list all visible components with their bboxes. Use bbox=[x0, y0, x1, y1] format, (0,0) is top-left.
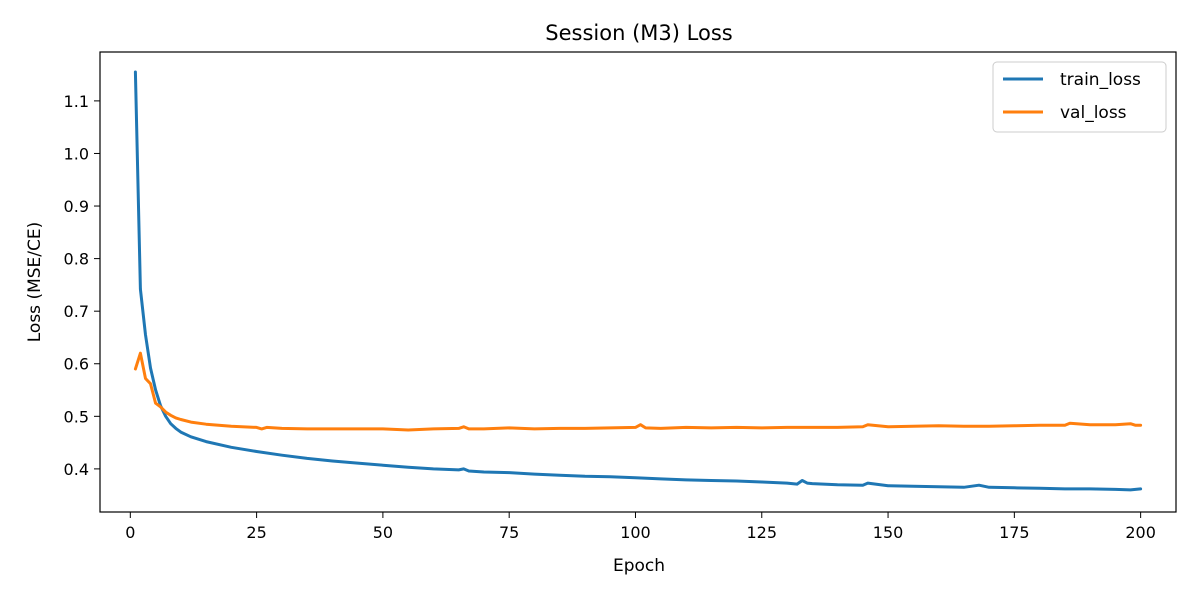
x-axis-label: Epoch bbox=[613, 556, 665, 576]
y-tick-label: 0.9 bbox=[64, 197, 89, 216]
plot-area bbox=[99, 51, 1177, 513]
x-tick-label: 150 bbox=[873, 523, 904, 542]
y-tick-label: 0.6 bbox=[64, 355, 89, 374]
series-line-val-loss bbox=[133, 351, 1143, 432]
y-tick-label: 0.4 bbox=[64, 460, 89, 479]
x-tick-label: 200 bbox=[1125, 523, 1156, 542]
chart-title: Session (M3) Loss bbox=[545, 21, 732, 45]
legend-label-val-loss: val_loss bbox=[1060, 103, 1127, 123]
x-tick-label: 100 bbox=[620, 523, 651, 542]
y-tick-label: 1.1 bbox=[64, 92, 89, 111]
y-axis-label: Loss (MSE/CE) bbox=[25, 222, 45, 343]
x-tick-label: 0 bbox=[125, 523, 135, 542]
plot-frame bbox=[99, 51, 1177, 513]
series-layer bbox=[133, 70, 1143, 492]
x-tick-label: 25 bbox=[246, 523, 266, 542]
x-tick-label: 75 bbox=[499, 523, 519, 542]
x-tick-label: 50 bbox=[373, 523, 393, 542]
y-tick-label: 0.8 bbox=[64, 250, 89, 269]
y-tick-label: 1.0 bbox=[64, 144, 89, 163]
legend: train_loss val_loss bbox=[992, 61, 1167, 133]
y-tick-label: 0.7 bbox=[64, 302, 89, 321]
x-axis: 0 25 50 75 100 125 150 175 200 bbox=[125, 512, 1156, 542]
series-line-train-loss bbox=[133, 70, 1143, 492]
y-tick-label: 0.5 bbox=[64, 407, 89, 426]
x-tick-label: 125 bbox=[746, 523, 777, 542]
x-tick-label: 175 bbox=[999, 523, 1030, 542]
y-axis: 0.4 0.5 0.6 0.7 0.8 0.9 1.0 1.1 bbox=[64, 92, 100, 479]
legend-label-train-loss: train_loss bbox=[1060, 70, 1141, 90]
